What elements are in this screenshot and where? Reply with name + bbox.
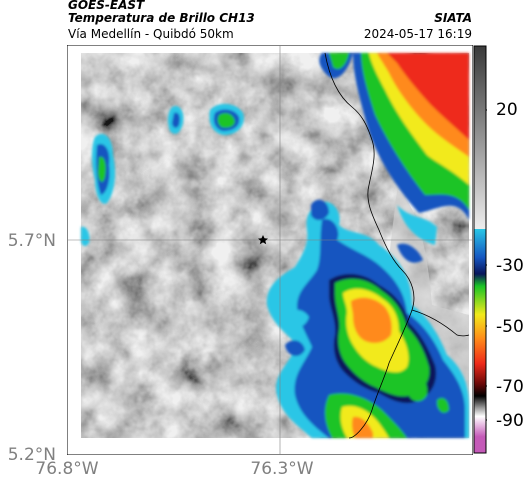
lat-tick-5.7: 5.7°N: [7, 231, 56, 251]
lat-tick-5.2: 5.2°N: [7, 445, 56, 465]
isolated-cells: [81, 103, 244, 247]
colorbar-tick-minus-90: -90: [496, 411, 524, 431]
colorbar-tick-20: 20: [496, 100, 518, 120]
southeast-storm: [266, 199, 469, 438]
lon-tick-76.3: 76.3°W: [250, 459, 314, 479]
header: GOES-EAST Temperatura de Brillo CH13 Vía…: [68, 0, 472, 44]
product-title: Temperatura de Brillo CH13: [68, 11, 255, 25]
boundary-line: [411, 309, 470, 337]
colorbar: [473, 45, 489, 455]
region-subtitle: Vía Medellín - Quibdó 50km: [68, 27, 234, 41]
organization-label: SIATA: [434, 11, 472, 25]
boundary-line: [324, 52, 415, 439]
colorbar-tick-minus-50: -50: [496, 317, 524, 337]
star-icon: [258, 235, 268, 245]
satellite-title: GOES-EAST: [68, 0, 145, 12]
lon-tick-76.8: 76.8°W: [35, 459, 99, 479]
colorbar-tick-minus-70: -70: [496, 377, 524, 397]
satellite-map: [67, 45, 473, 455]
colorbar-tick-minus-30: -30: [496, 256, 524, 276]
datetime-label: 2024-05-17 16:19: [363, 27, 472, 41]
northeast-storm: [319, 53, 469, 263]
